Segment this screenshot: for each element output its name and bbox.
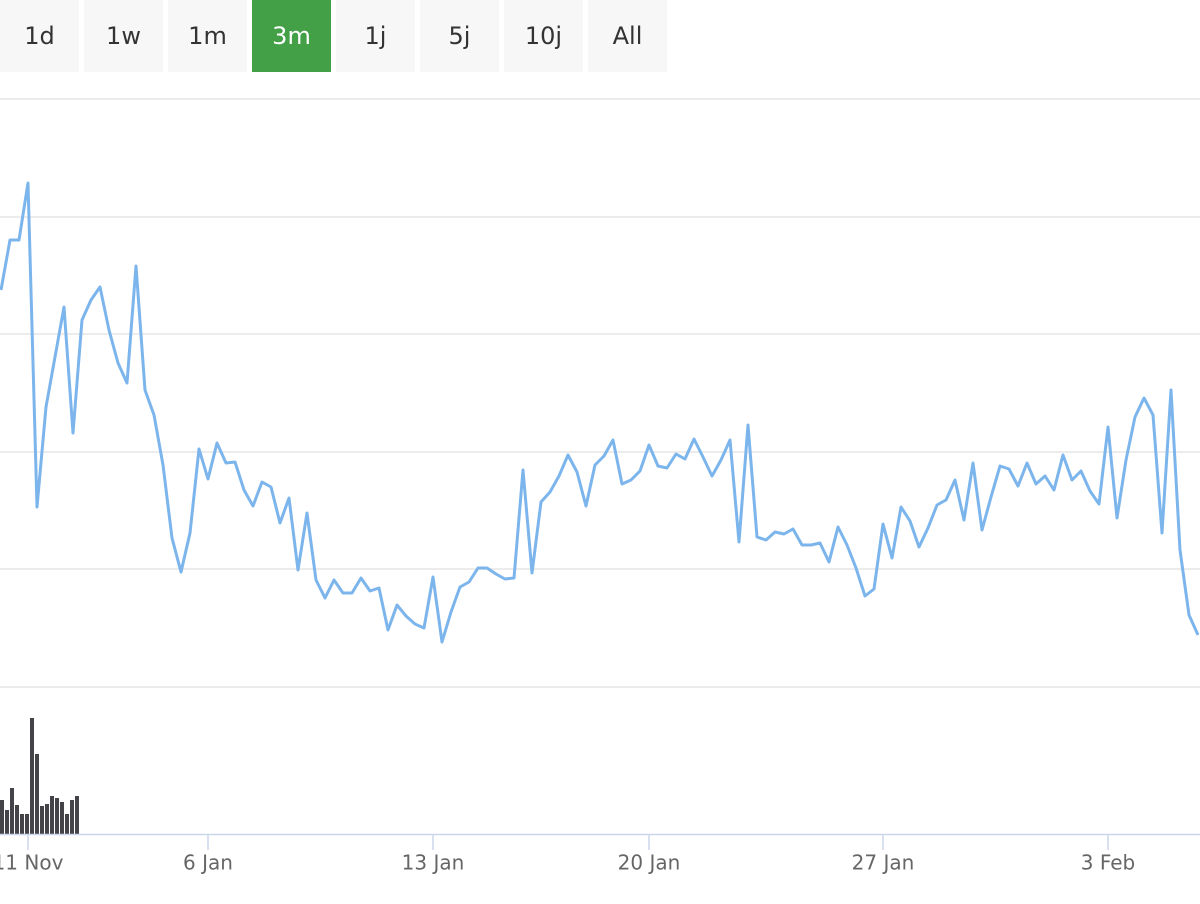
range-button-label[interactable]: 1m	[188, 22, 227, 50]
volume-bar	[55, 798, 59, 834]
range-button[interactable]	[0, 0, 79, 72]
volume-bar	[5, 810, 9, 834]
range-button[interactable]	[588, 0, 667, 72]
volume-bar	[30, 718, 34, 834]
volume-bar	[0, 800, 4, 834]
range-button[interactable]	[336, 0, 415, 72]
volume-bar	[35, 754, 39, 834]
volume-bar	[25, 814, 29, 834]
volume-bar	[45, 804, 49, 834]
range-button[interactable]	[84, 0, 163, 72]
volume-bar	[50, 796, 54, 834]
range-button[interactable]	[504, 0, 583, 72]
x-tick-label: 11 Nov	[0, 851, 64, 875]
range-button[interactable]	[252, 0, 331, 72]
range-button-label[interactable]: 1w	[106, 22, 141, 50]
price-line	[0, 181, 1200, 644]
range-button-label[interactable]: All	[613, 22, 643, 50]
volume-bar	[70, 800, 74, 834]
volume-bar	[40, 806, 44, 834]
range-button-label[interactable]: 1j	[365, 22, 387, 50]
range-button-label[interactable]: 1d	[24, 22, 55, 50]
x-tick-label: 13 Jan	[402, 851, 465, 875]
range-button-label[interactable]: 5j	[449, 22, 471, 50]
volume-bar	[75, 796, 79, 834]
volume-bar	[65, 814, 69, 834]
range-button-label[interactable]: 10j	[525, 22, 562, 50]
volume-bar	[10, 788, 14, 834]
range-button-label[interactable]: 3m	[272, 22, 311, 50]
x-tick-label: 3 Feb	[1081, 851, 1136, 875]
volume-bar	[60, 802, 64, 834]
x-tick-label: 20 Jan	[618, 851, 681, 875]
volume-bar	[20, 814, 24, 834]
range-button[interactable]	[420, 0, 499, 72]
x-tick-label: 6 Jan	[183, 851, 233, 875]
x-tick-label: 27 Jan	[852, 851, 915, 875]
volume-bar	[15, 805, 19, 834]
range-button[interactable]	[168, 0, 247, 72]
